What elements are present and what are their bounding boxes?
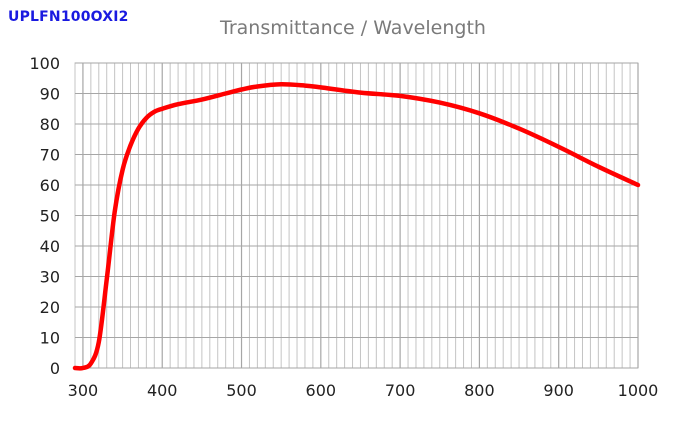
y-tick-label: 30 xyxy=(40,268,60,287)
x-tick-label: 700 xyxy=(385,381,416,400)
y-axis-ticks: 0 10 20 30 40 50 60 70 80 90 100 xyxy=(29,54,60,378)
y-tick-label: 90 xyxy=(40,85,60,104)
y-tick-label: 10 xyxy=(40,329,60,348)
x-tick-label: 900 xyxy=(543,381,574,400)
x-tick-label: 1000 xyxy=(618,381,659,400)
y-tick-label: 20 xyxy=(40,298,60,317)
x-tick-label: 800 xyxy=(464,381,495,400)
y-tick-label: 0 xyxy=(50,359,60,378)
chart-title: Transmittance / Wavelength xyxy=(219,17,486,39)
y-tick-label: 40 xyxy=(40,237,60,256)
model-label: UPLFN100OXI2 xyxy=(8,9,129,25)
y-tick-label: 60 xyxy=(40,176,60,195)
y-tick-label: 50 xyxy=(40,207,60,226)
y-tick-label: 70 xyxy=(40,146,60,165)
y-tick-label: 100 xyxy=(29,54,60,73)
series-layer xyxy=(72,82,641,371)
x-axis-ticks: 300 400 500 600 700 800 900 1000 xyxy=(68,381,659,400)
y-tick-label: 80 xyxy=(40,115,60,134)
x-tick-label: 400 xyxy=(147,381,178,400)
x-tick-label: 500 xyxy=(226,381,257,400)
series-line xyxy=(72,82,641,371)
x-tick-label: 600 xyxy=(306,381,337,400)
x-tick-label: 300 xyxy=(68,381,99,400)
major-grid xyxy=(75,62,639,369)
